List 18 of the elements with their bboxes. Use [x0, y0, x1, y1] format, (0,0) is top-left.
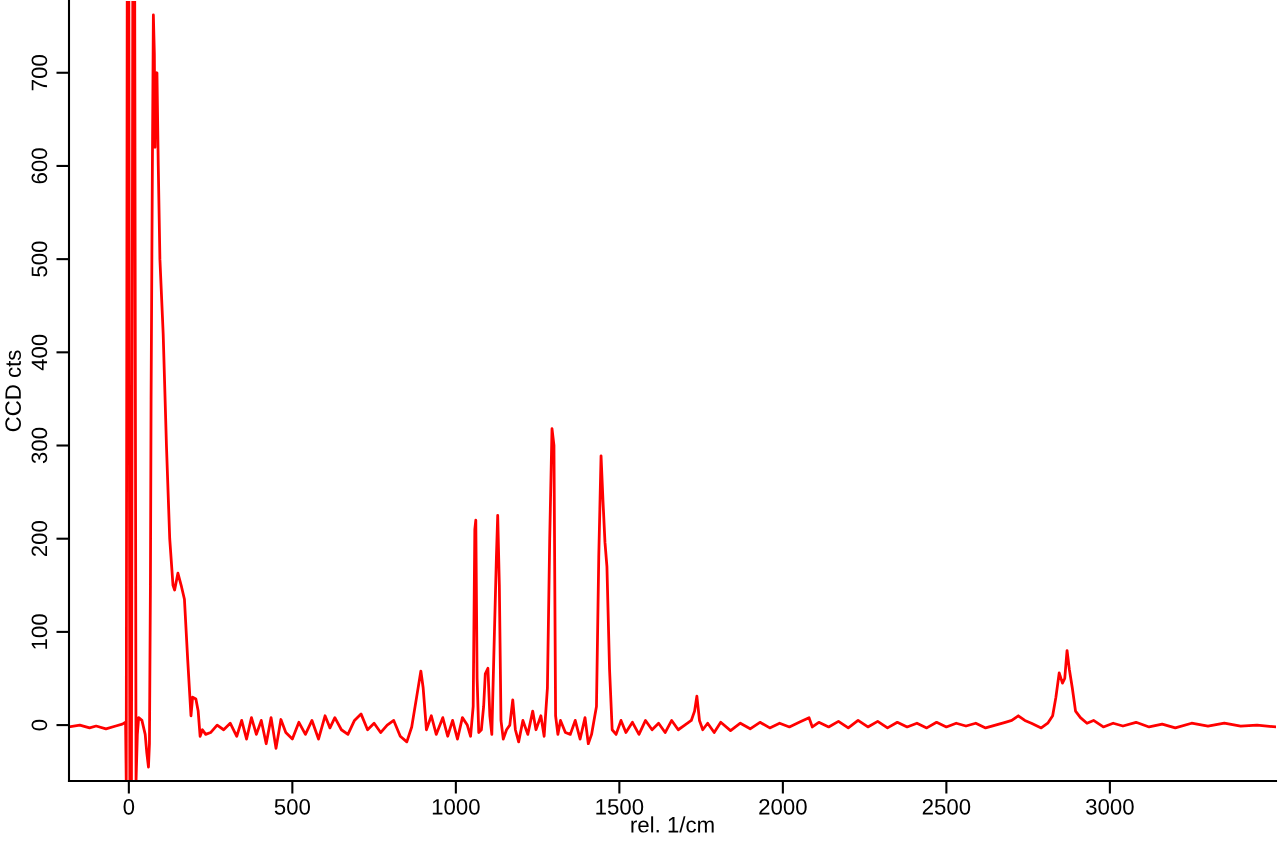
x-axis-title: rel. 1/cm — [631, 816, 714, 833]
y-tick-label: 100 — [31, 614, 48, 649]
x-tick-label: 3000 — [1086, 798, 1134, 815]
line-series — [69, 1, 1276, 781]
y-tick-label: 300 — [31, 427, 48, 464]
y-axis-title: CCD cts — [5, 350, 21, 432]
y-tick-label: 200 — [31, 521, 48, 557]
x-tick-label: 500 — [274, 798, 311, 815]
y-tick-label: 0 — [31, 719, 48, 731]
y-tick-label: 700 — [31, 55, 48, 91]
x-tick-label: 1500 — [596, 798, 644, 815]
x-tick-label: 0 — [123, 798, 135, 815]
y-tick-label: 600 — [31, 148, 48, 184]
x-tick-label: 2000 — [759, 798, 807, 815]
x-tick-label: 2500 — [922, 798, 971, 815]
x-tick-label: 1000 — [432, 798, 480, 815]
y-tick-label: 400 — [31, 334, 48, 371]
y-tick-label: 500 — [31, 241, 48, 277]
